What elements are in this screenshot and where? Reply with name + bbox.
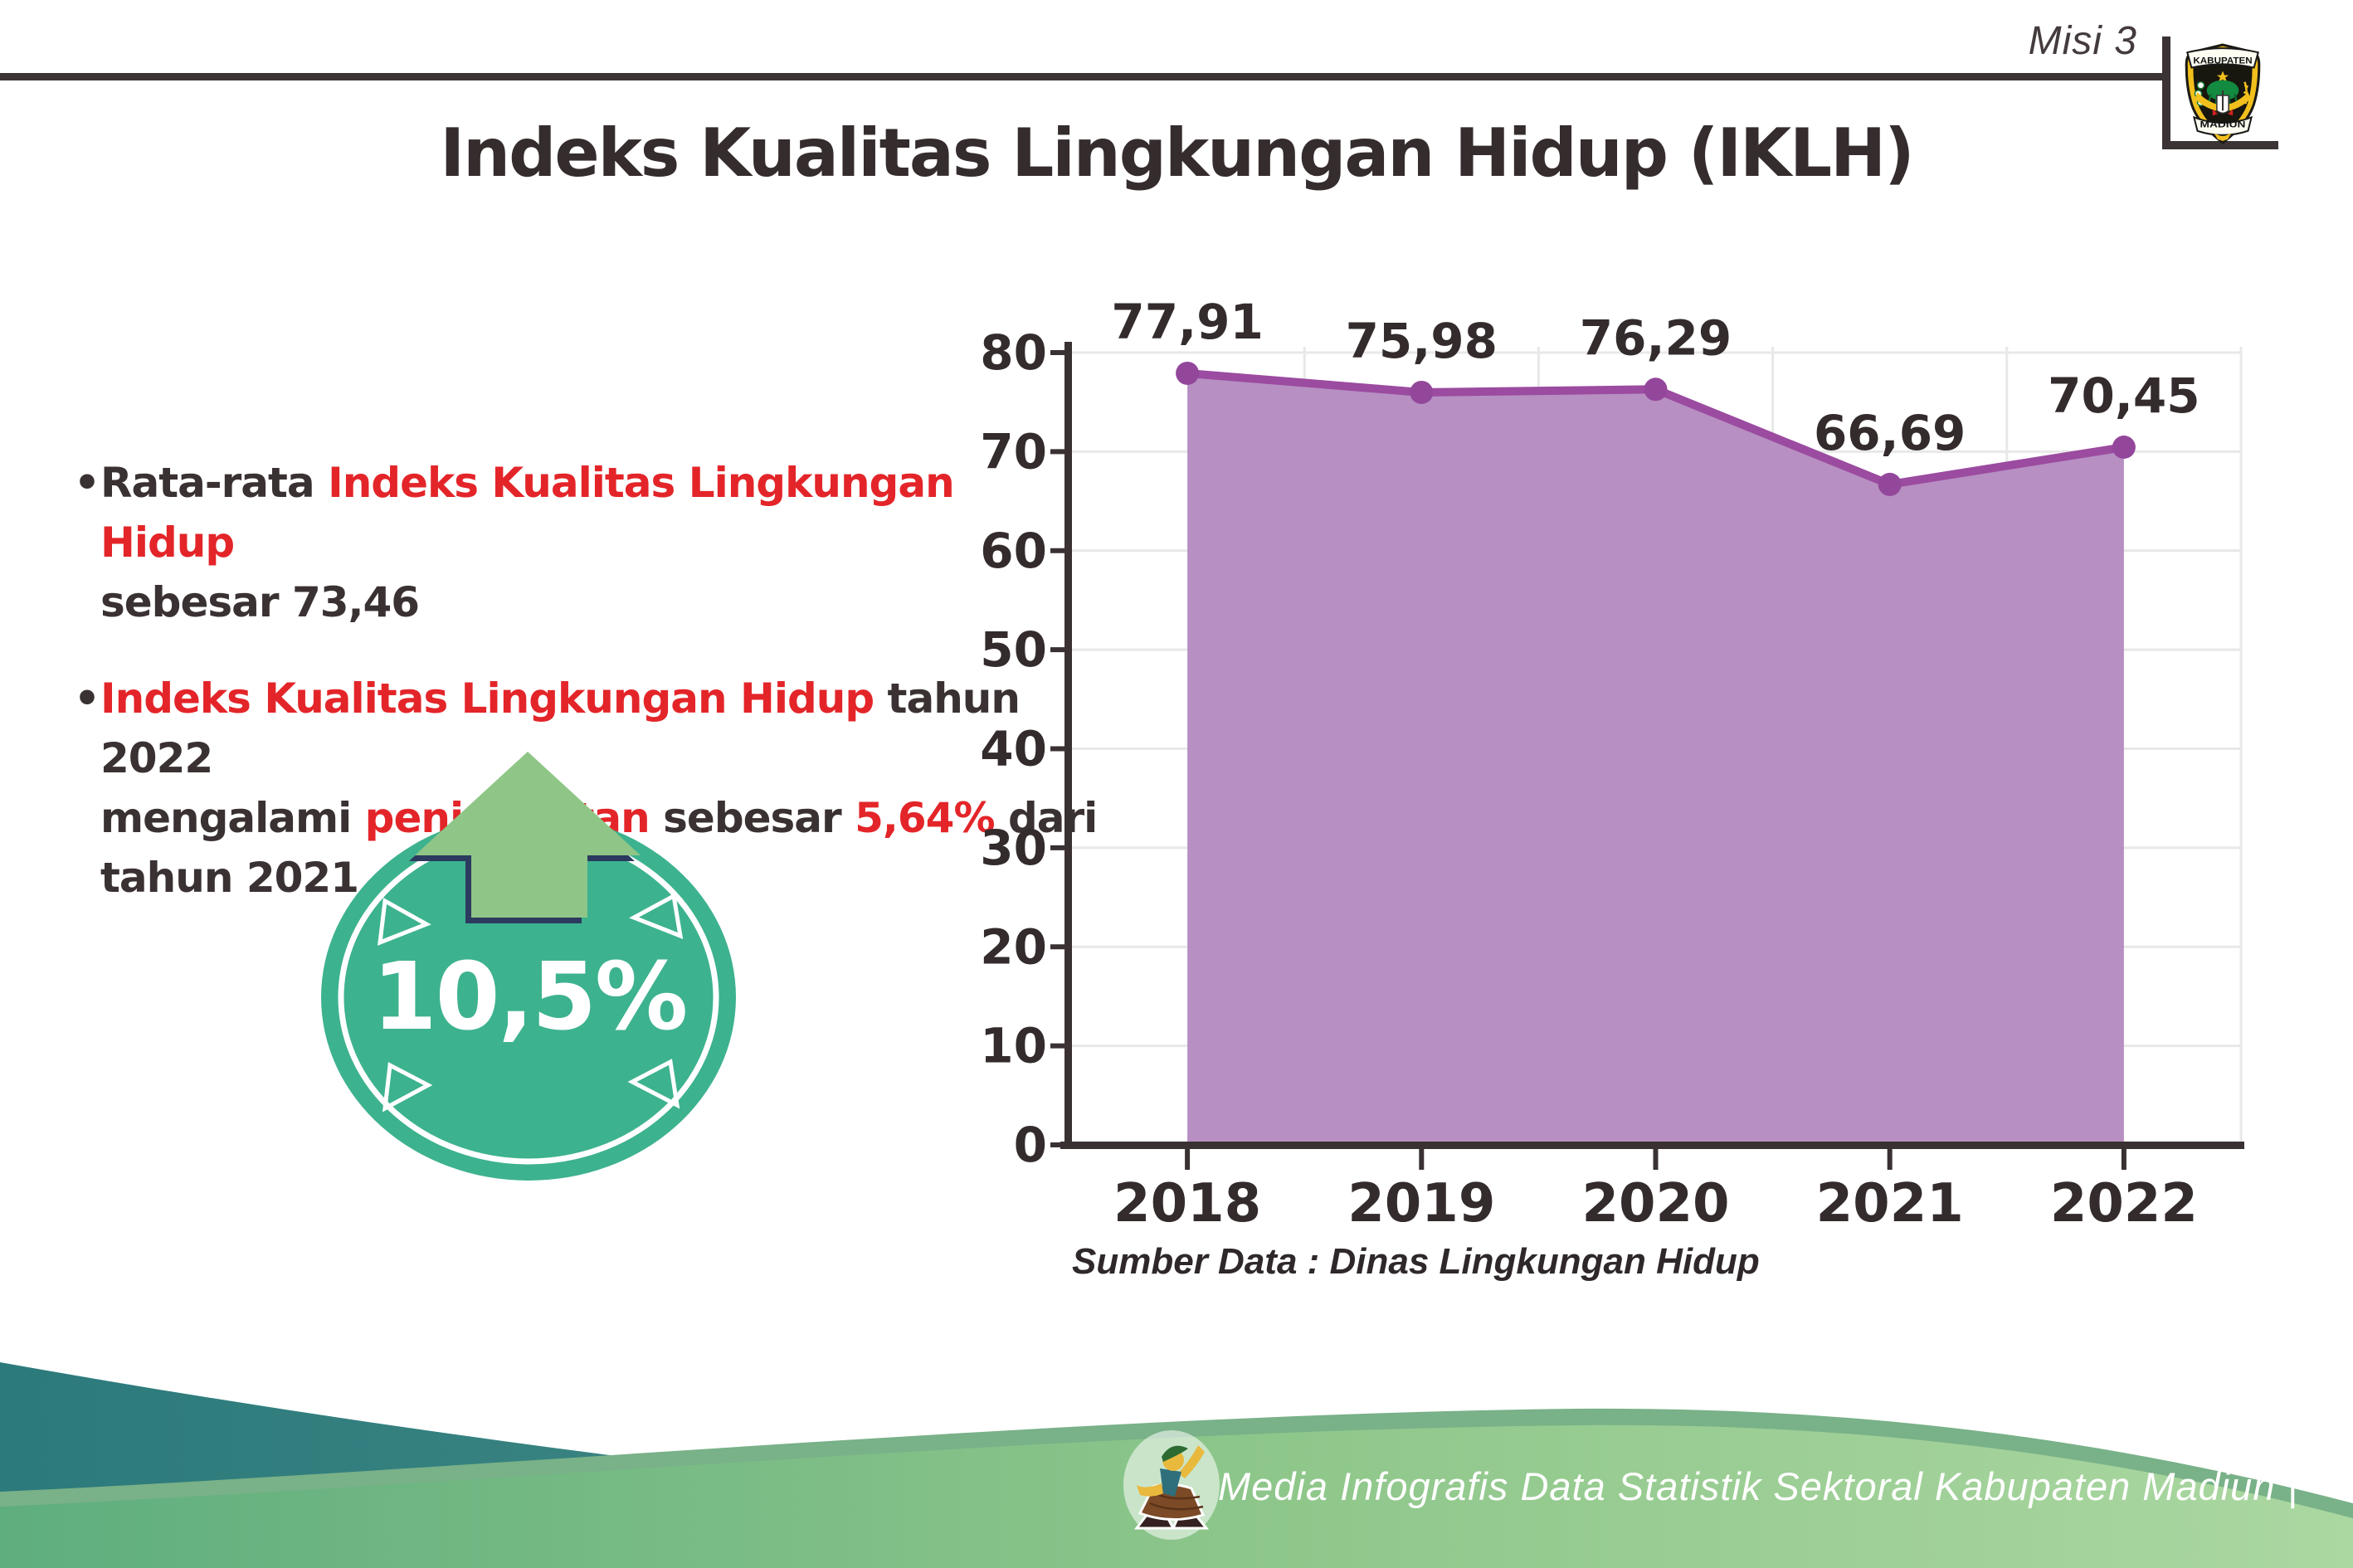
text-segment-red: Indeks Kualitas Lingkungan Hidup (100, 459, 955, 567)
y-tick (1050, 746, 1072, 752)
text-segment-red: 5,64% (855, 794, 995, 842)
y-tick-label: 60 (980, 523, 1047, 579)
y-tick-label: 30 (980, 820, 1047, 876)
text-segment: dari (994, 794, 1098, 842)
data-point (1644, 377, 1668, 402)
text-segment-red: Indeks Kualitas Lingkungan Hidup (100, 674, 874, 723)
accent-triangle (378, 897, 431, 946)
x-tick (1419, 1148, 1425, 1170)
y-tick (1050, 944, 1072, 950)
bullet-1-line-1: Rata-rata Indeks Kualitas Lingkungan Hid… (100, 453, 1099, 572)
mascot-icon (1123, 1430, 1220, 1540)
kabupaten-madiun-logo-icon: KABUPATEN MADIUN (2185, 43, 2261, 144)
footer-wave (0, 1362, 2353, 1568)
accent-triangle (382, 1062, 433, 1113)
y-tick (1050, 647, 1072, 653)
text-segment: tahun 2022 (100, 674, 1021, 782)
data-point (1176, 361, 1200, 385)
text-segment: sebesar (649, 794, 855, 842)
y-tick (1050, 350, 1072, 355)
x-category-label: 2019 (1347, 1173, 1495, 1234)
bullet-2-line-1: Indeks Kualitas Lingkungan Hidup tahun 2… (100, 669, 1099, 788)
y-tick-label: 10 (980, 1018, 1047, 1074)
bullet-dot: • (74, 674, 100, 723)
x-category-label: 2022 (2050, 1173, 2198, 1234)
text-segment: mengalami (100, 794, 365, 842)
y-tick-label: 20 (980, 918, 1047, 975)
data-point-label: 75,98 (1346, 313, 1498, 369)
bullet-1-line-2: sebesar 73,46 (100, 572, 1099, 632)
bullet-2-line-3: tahun 2021 (100, 848, 1099, 908)
y-tick (1050, 1142, 1072, 1147)
iklh-area-chart: 0 10 20 30 40 50 60 70 80 2018 2019 2020 2021 2022 77,… (980, 299, 2244, 1234)
text-segment: tahun 2021 (100, 854, 359, 902)
header-rule (0, 73, 2164, 80)
logo-bottom-banner-text: MADIUN (2200, 120, 2246, 130)
bullet-dot: • (74, 459, 100, 507)
y-tick (1050, 1043, 1072, 1049)
data-point-label: 66,69 (1814, 405, 1966, 461)
logo-top-banner-text: KABUPATEN (2193, 56, 2252, 66)
badge-value: 10,5% (373, 943, 687, 1051)
data-point-label: 77,91 (1111, 299, 1263, 350)
data-point-label: 76,29 (1580, 309, 1732, 366)
data-point (1410, 380, 1434, 404)
increase-badge: 10,5% (321, 752, 736, 1181)
x-axis (1060, 1142, 2244, 1149)
y-tick-label: 80 (980, 324, 1047, 381)
area-fill (1187, 373, 2124, 1146)
y-tick-label: 0 (1014, 1117, 1047, 1173)
x-category-label: 2021 (1816, 1173, 1964, 1234)
misi-label: Misi 3 (2028, 19, 2137, 63)
x-category-label: 2020 (1581, 1173, 1729, 1234)
text-segment: sebesar 73,46 (100, 578, 420, 626)
y-tick-label: 40 (980, 721, 1047, 777)
text-segment: Rata-rata (100, 459, 329, 507)
x-tick (1887, 1148, 1893, 1170)
bullet-1: • Rata-rata Indeks Kualitas Lingkungan H… (74, 453, 1099, 632)
corner-bracket-horizontal (2162, 141, 2278, 149)
corner-bracket-vertical (2162, 37, 2170, 149)
data-point-label: 70,45 (2048, 368, 2200, 424)
x-tick (1653, 1148, 1659, 1170)
y-tick-label: 50 (980, 621, 1047, 678)
y-tick-label: 70 (980, 423, 1047, 480)
y-tick (1050, 845, 1072, 850)
x-tick (2121, 1148, 2126, 1170)
x-tick (1185, 1148, 1191, 1170)
x-category-label: 2018 (1113, 1173, 1261, 1234)
y-tick (1050, 449, 1072, 455)
accent-triangle (629, 893, 684, 939)
accent-triangle (627, 1059, 680, 1109)
page-title: Indeks Kualitas Lingkungan Hidup (IKLH) (440, 114, 1914, 192)
data-point (2112, 436, 2136, 460)
y-axis (1064, 342, 1072, 1148)
source-note: Sumber Data : Dinas Lingkungan Hidup (1072, 1241, 1760, 1282)
footer-text: Media Infografis Data Statistik Sektoral… (1218, 1464, 2298, 1508)
y-tick (1050, 548, 1072, 553)
data-point (1878, 472, 1902, 496)
up-arrow-icon (415, 752, 641, 918)
